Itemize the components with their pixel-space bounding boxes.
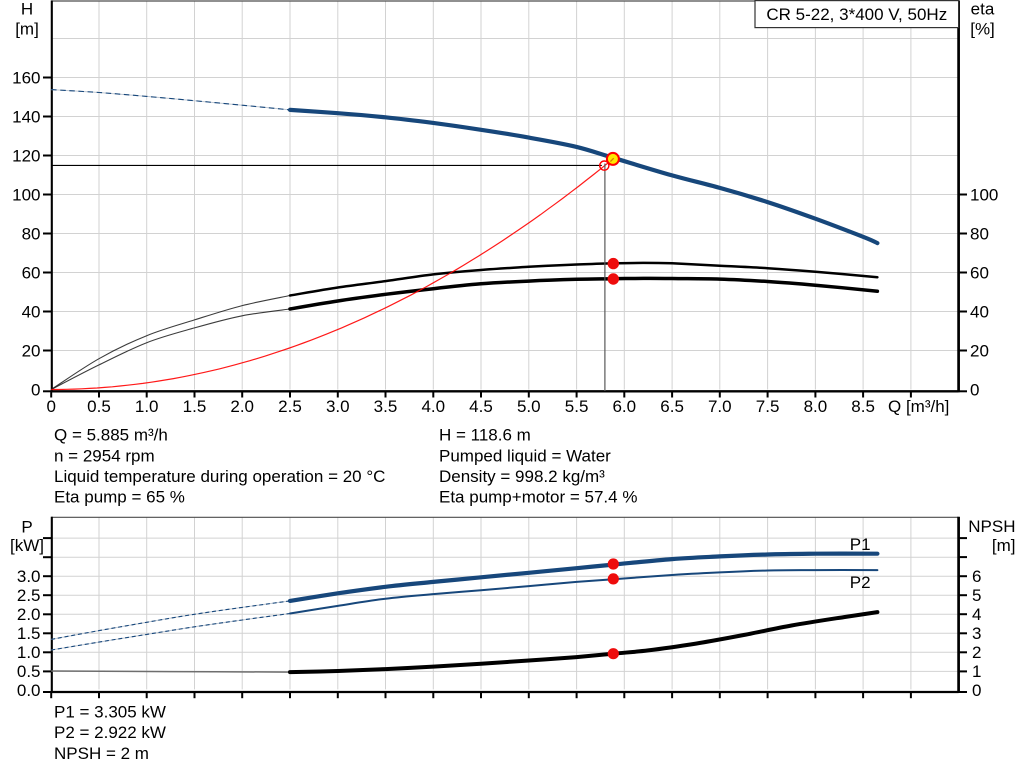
svg-text:0.5: 0.5 (17, 662, 41, 681)
svg-text:5.5: 5.5 (565, 397, 589, 416)
svg-text:80: 80 (22, 224, 41, 243)
svg-text:2: 2 (972, 643, 981, 662)
svg-text:n = 2954 rpm: n = 2954 rpm (54, 446, 155, 465)
svg-text:8.5: 8.5 (851, 397, 875, 416)
svg-text:[m]: [m] (15, 20, 39, 39)
svg-text:6: 6 (972, 567, 981, 586)
svg-text:Density = 998.2 kg/m³: Density = 998.2 kg/m³ (439, 467, 605, 486)
svg-text:4.0: 4.0 (421, 397, 445, 416)
svg-text:1: 1 (972, 662, 981, 681)
svg-text:0: 0 (31, 380, 40, 399)
svg-text:Eta pump = 65 %: Eta pump = 65 % (54, 488, 185, 507)
svg-text:20: 20 (970, 341, 989, 360)
svg-text:4: 4 (972, 605, 981, 624)
svg-text:CR 5-22, 3*400 V, 50Hz: CR 5-22, 3*400 V, 50Hz (766, 5, 947, 24)
svg-text:160: 160 (12, 68, 40, 87)
svg-text:7.5: 7.5 (756, 397, 780, 416)
svg-text:1.5: 1.5 (17, 624, 41, 643)
svg-text:1.5: 1.5 (183, 397, 207, 416)
svg-text:0: 0 (46, 397, 55, 416)
svg-text:4.5: 4.5 (469, 397, 493, 416)
svg-text:2.0: 2.0 (17, 605, 41, 624)
svg-text:[m]: [m] (992, 536, 1016, 555)
svg-text:20: 20 (22, 341, 41, 360)
svg-text:5.0: 5.0 (517, 397, 541, 416)
svg-text:Q [m³/h]: Q [m³/h] (888, 397, 949, 416)
svg-text:0: 0 (970, 380, 979, 399)
svg-text:H = 118.6 m: H = 118.6 m (439, 426, 531, 445)
svg-text:5: 5 (972, 586, 981, 605)
svg-text:3.0: 3.0 (326, 397, 350, 416)
svg-text:P: P (21, 517, 32, 536)
svg-text:8.0: 8.0 (804, 397, 828, 416)
svg-text:40: 40 (970, 302, 989, 321)
svg-text:Pumped liquid = Water: Pumped liquid = Water (439, 446, 611, 465)
svg-text:60: 60 (970, 263, 989, 282)
svg-text:2.5: 2.5 (17, 586, 41, 605)
svg-text:[kW]: [kW] (10, 536, 44, 555)
svg-text:0.5: 0.5 (87, 397, 111, 416)
svg-text:3: 3 (972, 624, 981, 643)
svg-text:0.0: 0.0 (17, 681, 41, 700)
svg-text:0: 0 (972, 681, 981, 700)
svg-text:60: 60 (22, 263, 41, 282)
svg-text:P1 = 3.305 kW: P1 = 3.305 kW (54, 703, 166, 722)
svg-text:80: 80 (970, 224, 989, 243)
svg-text:P1: P1 (850, 535, 871, 554)
svg-text:P2: P2 (850, 573, 871, 592)
svg-text:Liquid temperature during oper: Liquid temperature during operation = 20… (54, 467, 385, 486)
svg-text:NPSH: NPSH (968, 517, 1015, 536)
svg-text:P2 = 2.922 kW: P2 = 2.922 kW (54, 723, 166, 742)
svg-text:2.5: 2.5 (278, 397, 302, 416)
svg-text:1.0: 1.0 (17, 643, 41, 662)
svg-text:100: 100 (12, 185, 40, 204)
svg-text:6.5: 6.5 (660, 397, 684, 416)
svg-text:120: 120 (12, 146, 40, 165)
svg-text:100: 100 (970, 185, 998, 204)
svg-text:H: H (21, 0, 33, 19)
svg-text:6.0: 6.0 (612, 397, 636, 416)
svg-text:eta: eta (971, 0, 995, 19)
svg-text:[%]: [%] (970, 19, 995, 38)
svg-text:1.0: 1.0 (135, 397, 159, 416)
svg-text:40: 40 (22, 302, 41, 321)
svg-text:Q = 5.885 m³/h: Q = 5.885 m³/h (54, 426, 168, 445)
svg-text:140: 140 (12, 107, 40, 126)
svg-text:3.0: 3.0 (17, 567, 41, 586)
svg-text:NPSH = 2 m: NPSH = 2 m (54, 744, 149, 763)
svg-text:7.0: 7.0 (708, 397, 732, 416)
svg-text:2.0: 2.0 (230, 397, 254, 416)
svg-text:Eta pump+motor = 57.4 %: Eta pump+motor = 57.4 % (439, 488, 637, 507)
svg-text:3.5: 3.5 (374, 397, 398, 416)
